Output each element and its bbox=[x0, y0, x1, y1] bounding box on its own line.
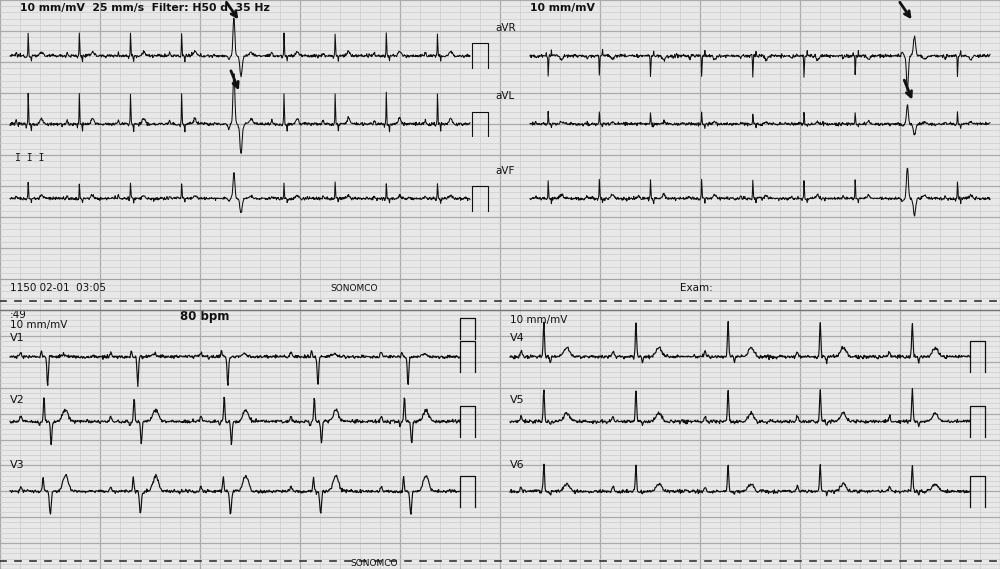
Text: 10 mm/mV: 10 mm/mV bbox=[510, 315, 567, 325]
Text: SONOMCO: SONOMCO bbox=[350, 559, 398, 568]
Text: V4: V4 bbox=[510, 333, 525, 343]
Text: aVF: aVF bbox=[495, 166, 514, 176]
Text: 10 mm/mV: 10 mm/mV bbox=[530, 3, 595, 13]
Text: 80 bpm: 80 bpm bbox=[180, 311, 229, 323]
Text: V1: V1 bbox=[10, 333, 25, 343]
Text: aVR: aVR bbox=[495, 23, 516, 33]
Text: aVL: aVL bbox=[495, 91, 514, 101]
Text: V3: V3 bbox=[10, 460, 25, 470]
Text: V2: V2 bbox=[10, 395, 25, 405]
Text: V5: V5 bbox=[510, 395, 525, 405]
Text: V6: V6 bbox=[510, 460, 525, 470]
Text: 10 mm/mV: 10 mm/mV bbox=[10, 320, 67, 330]
Text: :49: :49 bbox=[10, 310, 27, 320]
Text: Exam:: Exam: bbox=[680, 283, 713, 294]
Text: 10 mm/mV  25 mm/s  Filter: H50 d  35 Hz: 10 mm/mV 25 mm/s Filter: H50 d 35 Hz bbox=[20, 3, 270, 13]
Text: I I I: I I I bbox=[15, 153, 44, 163]
Text: SONOMCO: SONOMCO bbox=[330, 284, 378, 294]
Text: 1150 02-01  03:05: 1150 02-01 03:05 bbox=[10, 283, 106, 294]
